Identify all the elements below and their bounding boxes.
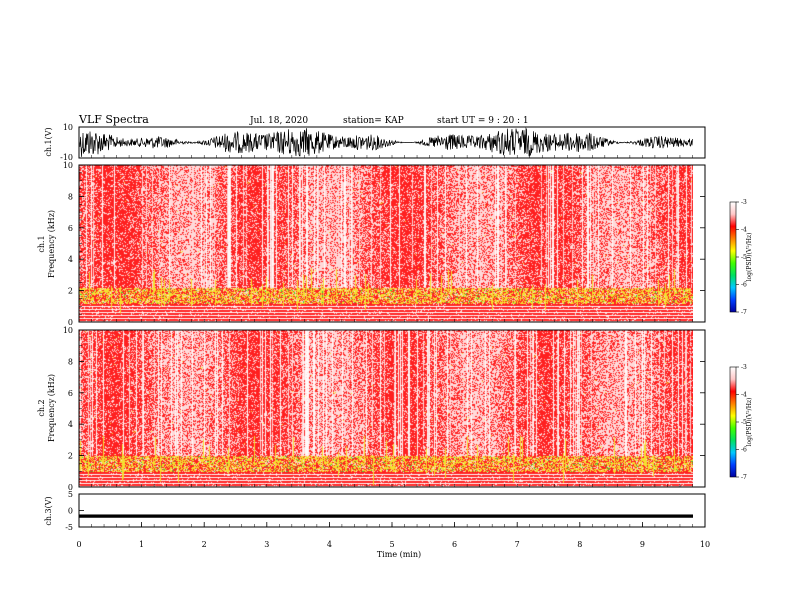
ch1-ytick-bottom: -10 bbox=[60, 153, 73, 162]
ch2-spectrogram-ylabel-channel: ch.2 bbox=[37, 399, 46, 416]
header-station: station= KAP bbox=[343, 116, 404, 126]
ch2-spectrogram-ytick-label: 8 bbox=[68, 357, 73, 366]
ch1-waveform-panel: 10 -10 ch.1(V) bbox=[44, 123, 706, 162]
time-xtick-label: 5 bbox=[389, 540, 394, 549]
ch1-spectrogram-ytick-label: 8 bbox=[68, 192, 73, 201]
ch1-spectrogram-ytick-label: 10 bbox=[63, 161, 73, 170]
ch1-colorbar-tick-label: -4 bbox=[741, 227, 747, 234]
ch1-spectrogram-ytick-label: 2 bbox=[68, 287, 73, 296]
ch2-colorbar-tick-label: -7 bbox=[741, 474, 747, 481]
ch1-spectrogram-ylabel-channel: ch.1 bbox=[37, 235, 46, 252]
ch2-spectrogram-ytick-label: 2 bbox=[68, 452, 73, 461]
ch1-colorbar-tick-label: -6 bbox=[741, 282, 747, 289]
ch1-waveform-ylabel: ch.1(V) bbox=[44, 127, 53, 156]
time-xtick-label: 3 bbox=[264, 540, 269, 549]
ch3-waveform-trace bbox=[79, 514, 693, 518]
ch1-waveform-trace bbox=[79, 127, 694, 157]
time-xtick-label: 8 bbox=[577, 540, 582, 549]
ch1-colorbar-tick-label: -5 bbox=[741, 254, 747, 261]
ch2-colorbar-tick-label: -6 bbox=[741, 447, 747, 454]
ch1-spectrogram-image-holder bbox=[79, 165, 693, 322]
ch1-spectrogram-image bbox=[79, 165, 693, 322]
ch2-spectrogram-image-holder bbox=[79, 330, 693, 487]
time-xtick-label: 9 bbox=[640, 540, 645, 549]
ch2-colorbar-tick-label: -3 bbox=[741, 364, 747, 371]
ch1-colorbar-tick-label: -7 bbox=[741, 309, 747, 316]
ch1-spectrogram-ytick-label: 0 bbox=[68, 318, 73, 327]
ch3-ytick-label: -5 bbox=[65, 523, 73, 532]
ch3-waveform-panel: 50-5 ch.3(V) 0 1 2 3 4 5 6 7 8 9 10 Time (min) bbox=[44, 155, 710, 559]
figure-title: VLF Spectra bbox=[78, 113, 149, 126]
time-xtick-label: 1 bbox=[139, 540, 144, 549]
ch1-ytick-top: 10 bbox=[63, 123, 73, 132]
time-axis-label: Time (min) bbox=[377, 550, 421, 559]
ch1-colorbar: -3 -4 -5 -6 -7 log(PSD)(V²/Hz) bbox=[729, 199, 753, 316]
time-xtick-label: 0 bbox=[76, 540, 81, 549]
ch1-colorbar-label: log(PSD)(V²/Hz) bbox=[746, 233, 753, 282]
time-xtick-label: 4 bbox=[327, 540, 332, 549]
header-start-time: start UT = 9 : 20 : 1 bbox=[437, 116, 529, 126]
ch1-spectrogram-panel: 0 2 4 6 8 10 ch.1 Frequency (kHz) bbox=[37, 161, 706, 327]
ch1-spectrogram-ylabel-frequency: Frequency (kHz) bbox=[47, 210, 56, 278]
ch3-ytick-label: 5 bbox=[68, 490, 73, 499]
ch1-spectrogram-ytick-label: 6 bbox=[68, 224, 73, 233]
ch2-spectrogram-ytick-label: 6 bbox=[68, 389, 73, 398]
ch2-colorbar-tick-label: -5 bbox=[741, 419, 747, 426]
ch3-waveform-ylabel: ch.3(V) bbox=[44, 496, 53, 525]
header-date: Jul. 18, 2020 bbox=[249, 116, 308, 126]
ch3-ytick-label: 0 bbox=[68, 507, 73, 516]
time-xtick-label: 6 bbox=[452, 540, 457, 549]
ch2-colorbar: -3 -4 -5 -6 -7 log(PSD)(V²/Hz) bbox=[729, 364, 753, 481]
ch1-colorbar-tick-label: -3 bbox=[741, 199, 747, 206]
ch2-spectrogram-ytick-label: 10 bbox=[63, 326, 73, 335]
ch2-colorbar-scale bbox=[729, 366, 737, 478]
ch2-colorbar-label: log(PSD)(V²/Hz) bbox=[746, 398, 753, 447]
ch2-spectrogram-panel: 0 2 4 6 8 10 ch.2 Frequency (kHz) bbox=[37, 326, 706, 492]
time-xtick-label: 10 bbox=[700, 540, 710, 549]
ch2-spectrogram-image bbox=[79, 330, 693, 487]
ch2-spectrogram-ytick-label: 0 bbox=[68, 483, 73, 492]
ch2-spectrogram-ylabel-frequency: Frequency (kHz) bbox=[47, 374, 56, 442]
ch1-spectrogram-ytick-label: 4 bbox=[68, 255, 73, 264]
time-xtick-label: 2 bbox=[202, 540, 207, 549]
ch2-colorbar-tick-label: -4 bbox=[741, 392, 747, 399]
ch1-colorbar-scale bbox=[729, 201, 737, 313]
time-xtick-label: 7 bbox=[515, 540, 520, 549]
ch2-spectrogram-ytick-label: 4 bbox=[68, 420, 73, 429]
ch3-waveform-frame bbox=[78, 493, 706, 528]
